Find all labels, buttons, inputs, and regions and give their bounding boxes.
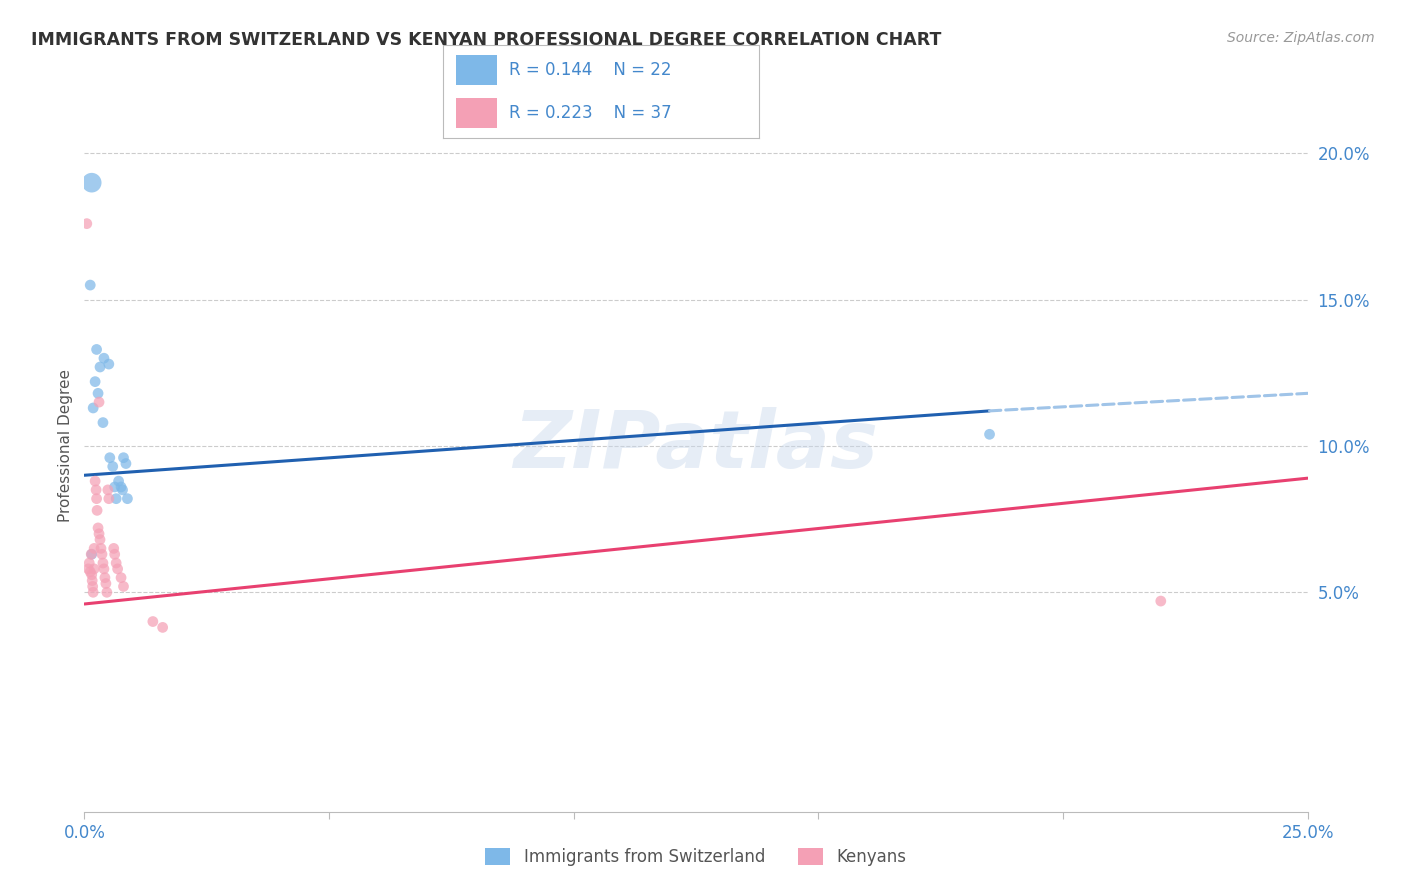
Point <box>142 615 165 629</box>
Point <box>93 562 115 576</box>
Point <box>91 547 114 561</box>
Point <box>82 574 104 588</box>
Point <box>82 401 104 415</box>
Point <box>94 571 117 585</box>
Point <box>96 585 118 599</box>
Point <box>110 480 132 494</box>
Point <box>87 526 110 541</box>
Point <box>979 427 1001 442</box>
Point <box>93 351 115 366</box>
Point <box>79 278 101 293</box>
Point <box>97 491 120 506</box>
Point <box>94 576 117 591</box>
Point <box>80 567 103 582</box>
Text: ZIPatlas: ZIPatlas <box>513 407 879 485</box>
Text: R = 0.223    N = 37: R = 0.223 N = 37 <box>509 104 672 122</box>
Point <box>77 562 100 576</box>
Legend: Immigrants from Switzerland, Kenyans: Immigrants from Switzerland, Kenyans <box>478 841 914 873</box>
Point <box>104 480 127 494</box>
Point <box>84 474 107 488</box>
Point <box>97 357 120 371</box>
Point <box>87 521 110 535</box>
Point <box>103 541 125 556</box>
Point <box>89 533 111 547</box>
Point <box>97 483 120 497</box>
Bar <box>456 55 496 85</box>
Point <box>84 375 107 389</box>
Point <box>87 386 110 401</box>
Text: R = 0.144    N = 22: R = 0.144 N = 22 <box>509 61 672 78</box>
Point <box>77 556 100 570</box>
Point <box>80 176 103 190</box>
Point <box>110 571 132 585</box>
Point <box>82 579 104 593</box>
Point <box>90 541 112 556</box>
Point <box>107 562 129 576</box>
Point <box>79 565 101 579</box>
Point <box>152 620 174 634</box>
Point <box>89 359 111 374</box>
Point <box>101 459 124 474</box>
Point <box>91 556 114 570</box>
Point <box>83 541 105 556</box>
Point <box>87 395 110 409</box>
Text: IMMIGRANTS FROM SWITZERLAND VS KENYAN PROFESSIONAL DEGREE CORRELATION CHART: IMMIGRANTS FROM SWITZERLAND VS KENYAN PR… <box>31 31 941 49</box>
Point <box>105 491 128 506</box>
Point <box>111 483 134 497</box>
Bar <box>456 98 496 128</box>
Text: Source: ZipAtlas.com: Source: ZipAtlas.com <box>1227 31 1375 45</box>
Point <box>86 491 108 506</box>
Point <box>84 483 107 497</box>
Y-axis label: Professional Degree: Professional Degree <box>58 369 73 523</box>
Point <box>105 556 128 570</box>
Point <box>91 416 114 430</box>
Point <box>86 503 108 517</box>
Point <box>80 547 103 561</box>
Point <box>98 450 121 465</box>
Point <box>104 547 127 561</box>
Point <box>1150 594 1173 608</box>
Point <box>80 547 103 561</box>
Point <box>76 217 98 231</box>
Point <box>83 562 105 576</box>
Point <box>107 474 129 488</box>
Point <box>115 457 138 471</box>
Point <box>82 585 104 599</box>
Point <box>112 450 135 465</box>
Point <box>117 491 139 506</box>
Point <box>86 343 108 357</box>
Point <box>112 579 135 593</box>
